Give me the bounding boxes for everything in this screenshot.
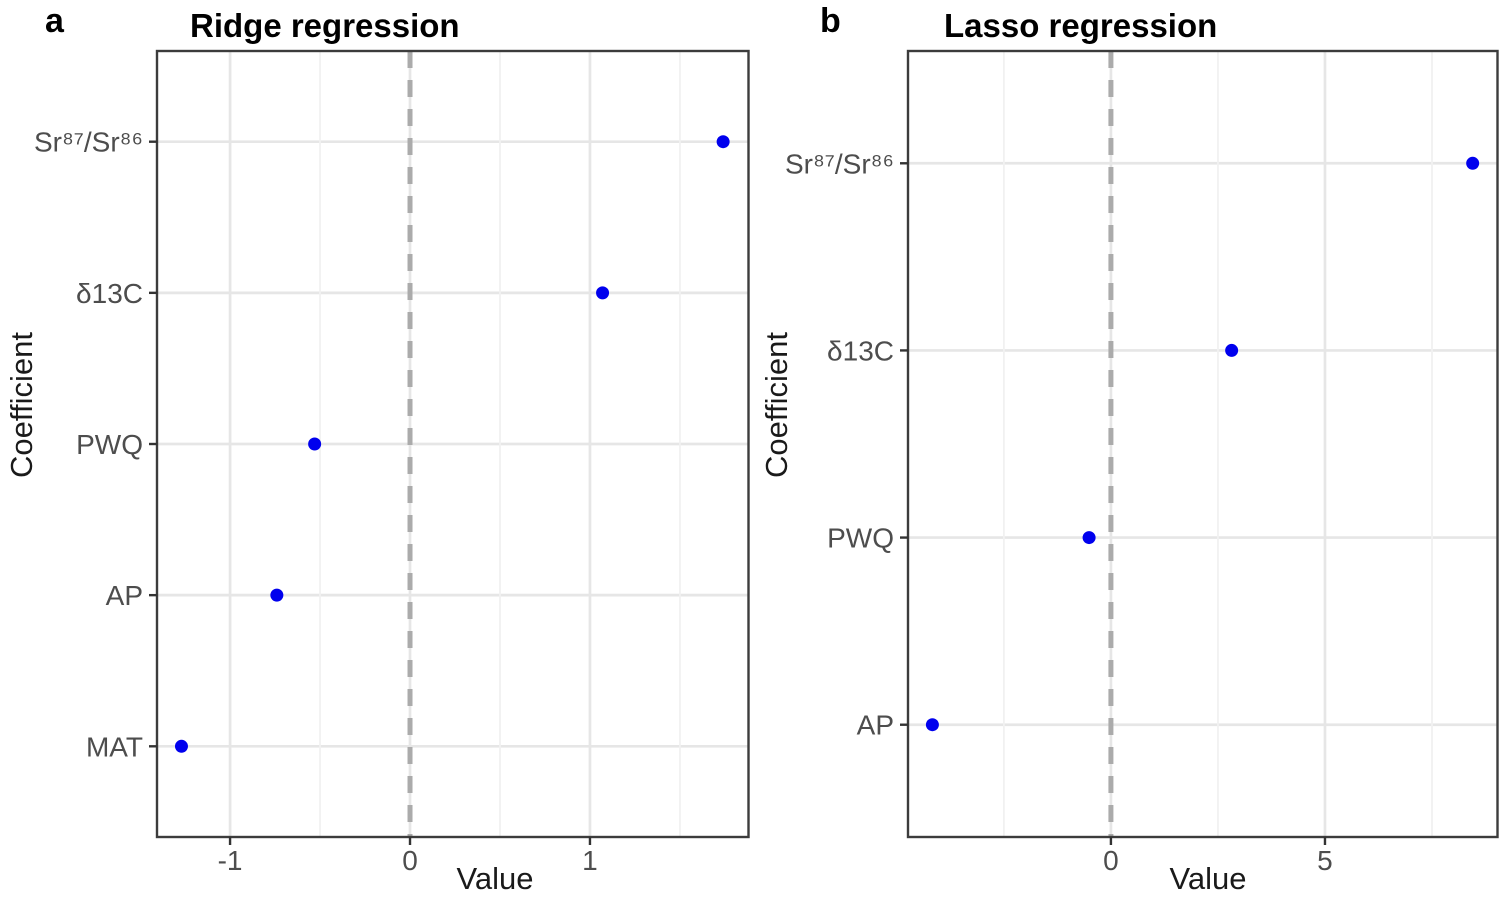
data-point	[174, 739, 188, 753]
panel-a-letter: a	[45, 2, 64, 40]
y-tick-label: PWQ	[827, 523, 894, 554]
y-tick-label: δ13C	[827, 335, 894, 366]
data-point	[270, 588, 284, 602]
y-tick-label: PWQ	[76, 429, 143, 460]
x-tick-label: 1	[582, 845, 598, 876]
data-point	[1225, 343, 1239, 357]
data-point	[1082, 531, 1096, 545]
x-tick-label: 5	[1317, 845, 1333, 876]
x-tick-label: 0	[1103, 845, 1119, 876]
y-tick-label: MAT	[86, 731, 143, 762]
lasso-x-axis-label: Value	[1169, 861, 1247, 896]
lasso-chart-title: Lasso regression	[944, 7, 1218, 44]
panel-border	[906, 49, 1499, 839]
ridge-y-axis-label: Coefficient	[4, 332, 39, 478]
data-point	[1466, 156, 1480, 170]
ridge-x-axis-label: Value	[456, 861, 534, 896]
panel-b-letter: b	[820, 2, 841, 40]
panel-a: -1 0 1 Sr⁸⁷/Sr⁸⁶ δ13C PWQ AP MAT	[34, 49, 750, 876]
y-tick-label: Sr⁸⁷/Sr⁸⁶	[785, 148, 894, 179]
ridge-chart-title: Ridge regression	[190, 7, 460, 44]
x-tick-label: 0	[402, 845, 418, 876]
lasso-y-axis-label: Coefficient	[759, 332, 794, 478]
y-tick-label: Sr⁸⁷/Sr⁸⁶	[34, 127, 143, 158]
data-point	[596, 286, 610, 300]
data-point	[925, 718, 939, 732]
panel-b: 0 5 Sr⁸⁷/Sr⁸⁶ δ13C PWQ AP	[785, 49, 1499, 876]
x-tick-label: -1	[218, 845, 243, 876]
data-point	[716, 135, 730, 149]
y-tick-label: δ13C	[76, 278, 143, 309]
y-tick-label: AP	[857, 710, 894, 741]
y-tick-label: AP	[106, 580, 143, 611]
data-point	[308, 437, 322, 451]
